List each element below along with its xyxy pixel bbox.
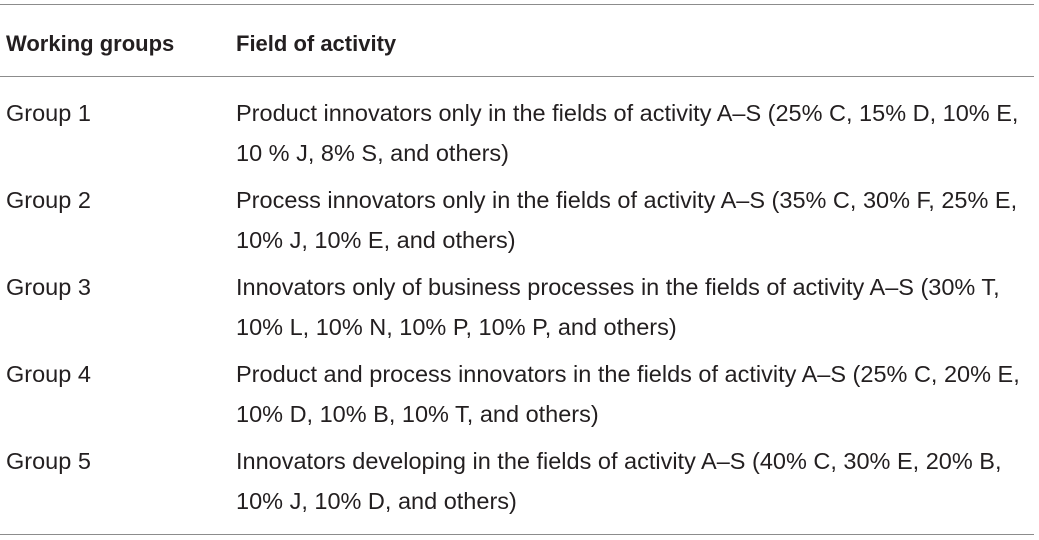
table-row: Group 4 Product and process innovators i… xyxy=(0,354,1039,441)
table-row: Group 3 Innovators only of business proc… xyxy=(0,267,1039,354)
group-cell: Group 3 xyxy=(6,274,91,300)
table-row: Group 2 Process innovators only in the f… xyxy=(0,180,1039,267)
activity-cell: Process innovators only in the fields of… xyxy=(236,187,1018,253)
header-field-of-activity: Field of activity xyxy=(236,31,397,56)
group-cell: Group 1 xyxy=(6,100,91,126)
table-header-rule xyxy=(0,76,1034,77)
activity-cell: Innovators developing in the fields of a… xyxy=(236,448,1002,514)
table-body: Group 1 Product innovators only in the f… xyxy=(0,93,1039,528)
activity-cell: Product and process innovators in the fi… xyxy=(236,361,1020,427)
table-bottom-rule xyxy=(0,534,1034,535)
activity-cell: Innovators only of business processes in… xyxy=(236,274,1000,340)
table-top-rule xyxy=(0,4,1034,5)
table-header-row: Working groups Field of activity xyxy=(0,26,1039,62)
group-cell: Group 2 xyxy=(6,187,91,213)
group-cell: Group 4 xyxy=(6,361,91,387)
table-row: Group 1 Product innovators only in the f… xyxy=(0,93,1039,180)
group-cell: Group 5 xyxy=(6,448,91,474)
header-working-groups: Working groups xyxy=(6,31,175,56)
activity-cell: Product innovators only in the fields of… xyxy=(236,100,1019,166)
table-row: Group 5 Innovators developing in the fie… xyxy=(0,441,1039,528)
